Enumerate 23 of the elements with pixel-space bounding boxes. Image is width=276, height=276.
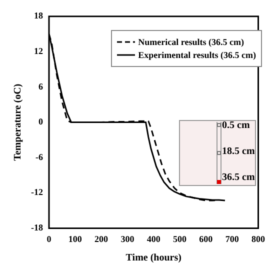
annotation: 18.5 cm — [222, 146, 255, 157]
x-tick-label: 600 — [199, 234, 214, 244]
annotation: 0.5 cm — [222, 120, 250, 131]
x-axis-title: Time (hours) — [126, 252, 182, 264]
legend-label: Numerical results (36.5 cm) — [138, 37, 244, 47]
x-tick-label: 0 — [46, 234, 52, 244]
y-tick-label: -18 — [30, 222, 44, 233]
y-tick-label: -6 — [35, 152, 44, 162]
legend-label: Experimental results (36.5 cm) — [138, 50, 256, 60]
x-tick-label: 200 — [94, 234, 109, 244]
y-tick-label: 0 — [38, 116, 44, 127]
y-tick-label: 12 — [34, 46, 44, 56]
y-tick-label: 18 — [34, 10, 44, 21]
x-tick-label: 300 — [120, 234, 135, 244]
x-tick-label: 800 — [252, 234, 266, 244]
y-tick-label: -12 — [30, 187, 44, 198]
x-tick-label: 700 — [225, 234, 240, 244]
annotation: 36.5 cm — [222, 172, 255, 183]
y-tick-label: 6 — [38, 81, 44, 92]
y-axis-title: Temperature (oC) — [12, 84, 24, 161]
x-tick-label: 500 — [173, 234, 188, 244]
x-tick-label: 100 — [68, 234, 82, 244]
x-tick-label: 400 — [146, 234, 161, 244]
